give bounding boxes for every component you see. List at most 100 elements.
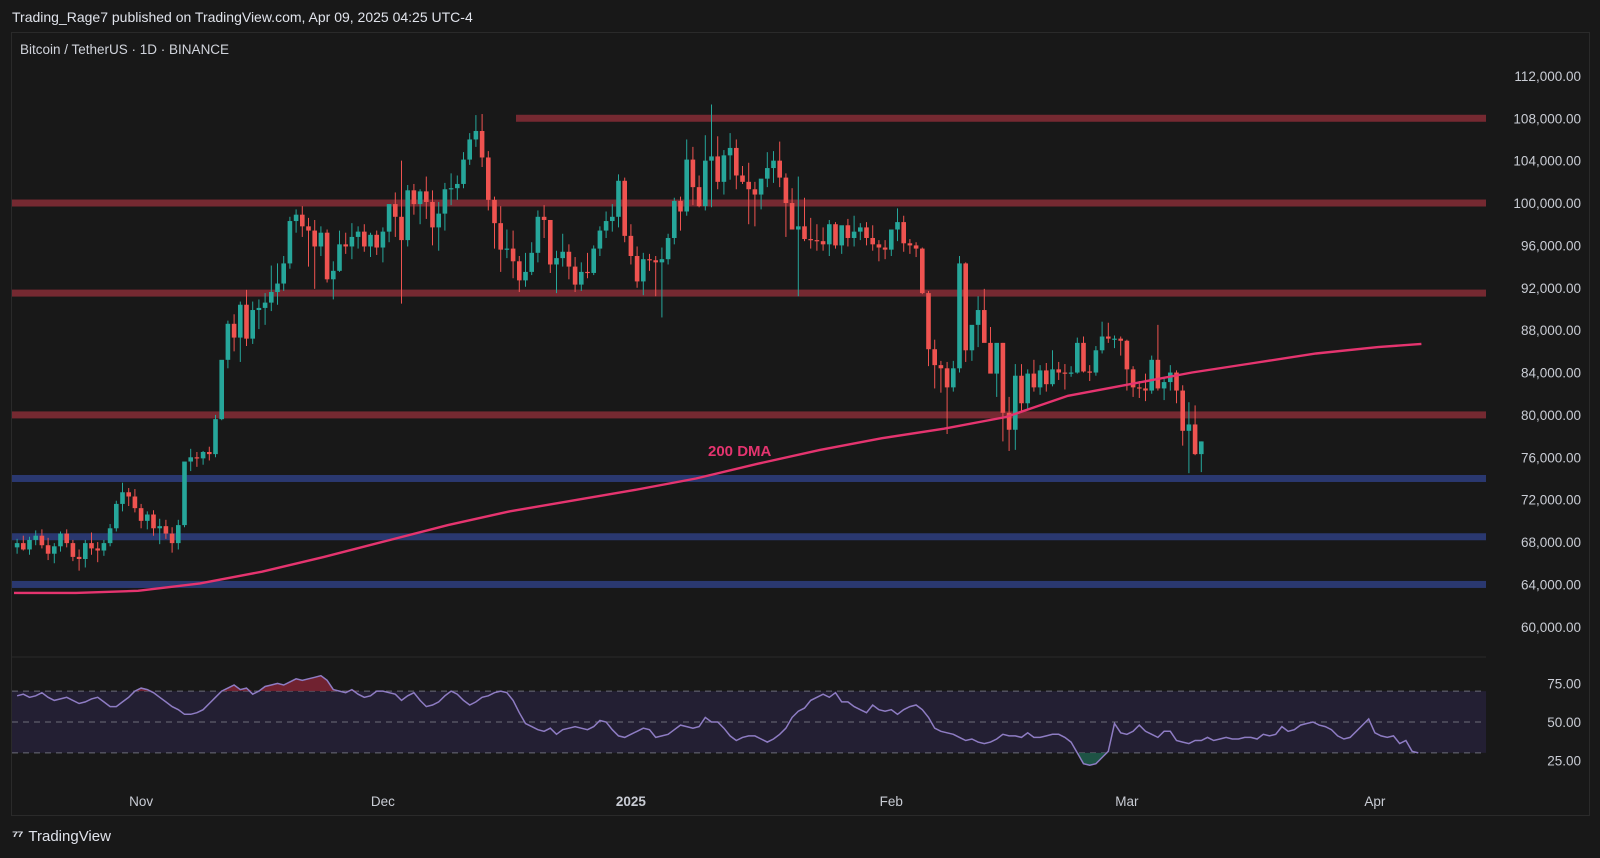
candle-body [957,263,962,369]
candle-body [591,248,596,273]
date-tick-label: Feb [880,794,903,809]
candle [827,219,832,256]
candle-body [765,168,770,179]
candle-body [349,236,355,247]
candle [58,531,63,552]
candle [163,519,169,539]
candle [517,256,522,293]
price-tick-label: 100,000.00 [1513,196,1581,211]
candles [14,104,1204,571]
candle [529,242,534,276]
candle [1081,336,1086,373]
candle [752,181,758,227]
candle [455,175,460,200]
candle [331,261,336,300]
candle-body [938,365,944,369]
candle-body [1056,369,1061,373]
candle [982,288,987,343]
candle [374,230,379,255]
candle-body [740,175,745,182]
candle-body [653,260,658,263]
candle [597,226,603,256]
candle-body [690,159,696,188]
candle [324,229,330,283]
date-tick-label: Mar [1115,794,1139,809]
candle-body [889,229,894,250]
candle [120,482,125,512]
candle [306,217,311,267]
candle [566,244,572,280]
candle [39,529,45,549]
candle [740,165,745,184]
candle [1124,339,1130,391]
candle [771,151,776,183]
candle-body [1068,372,1074,374]
candle-body [380,231,386,248]
candle-body [132,496,138,509]
candle [436,201,441,251]
candle-body [814,240,820,242]
candle-body [510,248,516,262]
candle [52,543,57,564]
candle [616,174,621,228]
candle-body [988,342,993,374]
candle [157,518,162,545]
candle [1019,364,1024,411]
candle-body [39,535,45,546]
candle [312,219,317,289]
candle-body [1019,375,1024,404]
candle-body [864,227,869,238]
candle [126,488,131,507]
candle-body [1093,350,1099,373]
candle-body [120,492,125,504]
dma-annotation: 200 DMA [708,443,772,460]
candle [858,223,863,241]
candle-body [895,222,900,230]
candle-body [1143,388,1148,391]
candle-body [734,147,739,176]
candle [603,211,609,238]
candle [70,539,76,562]
candle [1118,336,1123,356]
candle-body [1081,342,1086,372]
candle [938,360,944,393]
rsi-overbought-fill [17,675,1419,692]
candle-body [882,247,888,250]
candle-body [752,189,758,195]
candle-body [789,203,795,230]
candle-body [58,533,63,547]
candle [362,224,367,252]
candle-body [107,528,113,544]
candle-body [76,556,82,560]
price-tick-label: 68,000.00 [1521,535,1581,550]
candle [21,535,26,551]
candle-body [33,535,38,540]
candle [690,146,696,206]
candle-body [281,263,286,284]
candle [293,209,299,233]
candle [1006,396,1012,451]
candle-body [771,160,776,169]
candle-body [21,543,26,550]
candle-body [963,263,968,351]
candle [579,262,584,291]
candle-body [969,324,975,351]
price-tick-label: 108,000.00 [1513,111,1581,126]
candle-body [213,419,218,455]
candle-body [1130,369,1136,388]
candle-body [176,525,181,544]
candle [963,262,968,362]
candle [188,448,193,472]
candle-body [876,244,882,248]
candle-body [14,543,20,548]
candle [1143,373,1148,402]
candle-body [114,503,119,529]
price-tick-label: 76,000.00 [1521,450,1581,465]
candle [194,452,200,467]
candle-body [312,230,317,247]
candle-body [430,201,435,228]
candle-body [616,180,621,217]
footer-brand: TradingView [28,828,111,845]
candle-body [684,159,689,212]
